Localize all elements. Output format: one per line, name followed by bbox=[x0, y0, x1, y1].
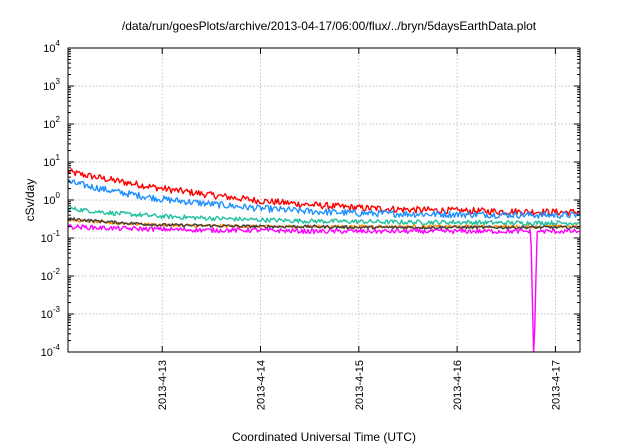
x-tick-label: 2013-4-17 bbox=[550, 360, 562, 410]
y-tick-label: 103 bbox=[43, 77, 60, 93]
y-tick-label: 10-3 bbox=[41, 305, 61, 321]
x-axis-label: Coordinated Universal Time (UTC) bbox=[232, 430, 416, 444]
series-line bbox=[67, 224, 580, 353]
y-tick-label: 10-4 bbox=[41, 343, 61, 359]
y-tick-label: 104 bbox=[43, 39, 60, 55]
y-axis-label: cSv/day bbox=[23, 179, 37, 222]
series-line bbox=[67, 206, 580, 226]
x-tick-label: 2013-4-16 bbox=[452, 360, 464, 410]
series-line bbox=[67, 168, 580, 216]
chart-title: /data/run/goesPlots/archive/2013-04-17/0… bbox=[122, 19, 537, 33]
series-line bbox=[67, 217, 580, 230]
y-tick-label: 10-1 bbox=[41, 229, 61, 245]
y-tick-label: 10-2 bbox=[41, 267, 61, 283]
y-tick-label: 102 bbox=[43, 115, 60, 131]
x-tick-label: 2013-4-15 bbox=[354, 360, 366, 410]
x-tick-label: 2013-4-14 bbox=[256, 360, 268, 410]
series-line bbox=[67, 179, 580, 219]
axes: 10-4 10-3 10-2 10-1 100 101 102 103 104 2013-4-13… bbox=[41, 39, 580, 410]
grid bbox=[68, 48, 580, 352]
y-tick-label: 100 bbox=[43, 191, 60, 207]
x-tick-label: 2013-4-13 bbox=[157, 360, 169, 410]
y-tick-label: 101 bbox=[43, 153, 60, 169]
plot-series bbox=[67, 168, 580, 353]
